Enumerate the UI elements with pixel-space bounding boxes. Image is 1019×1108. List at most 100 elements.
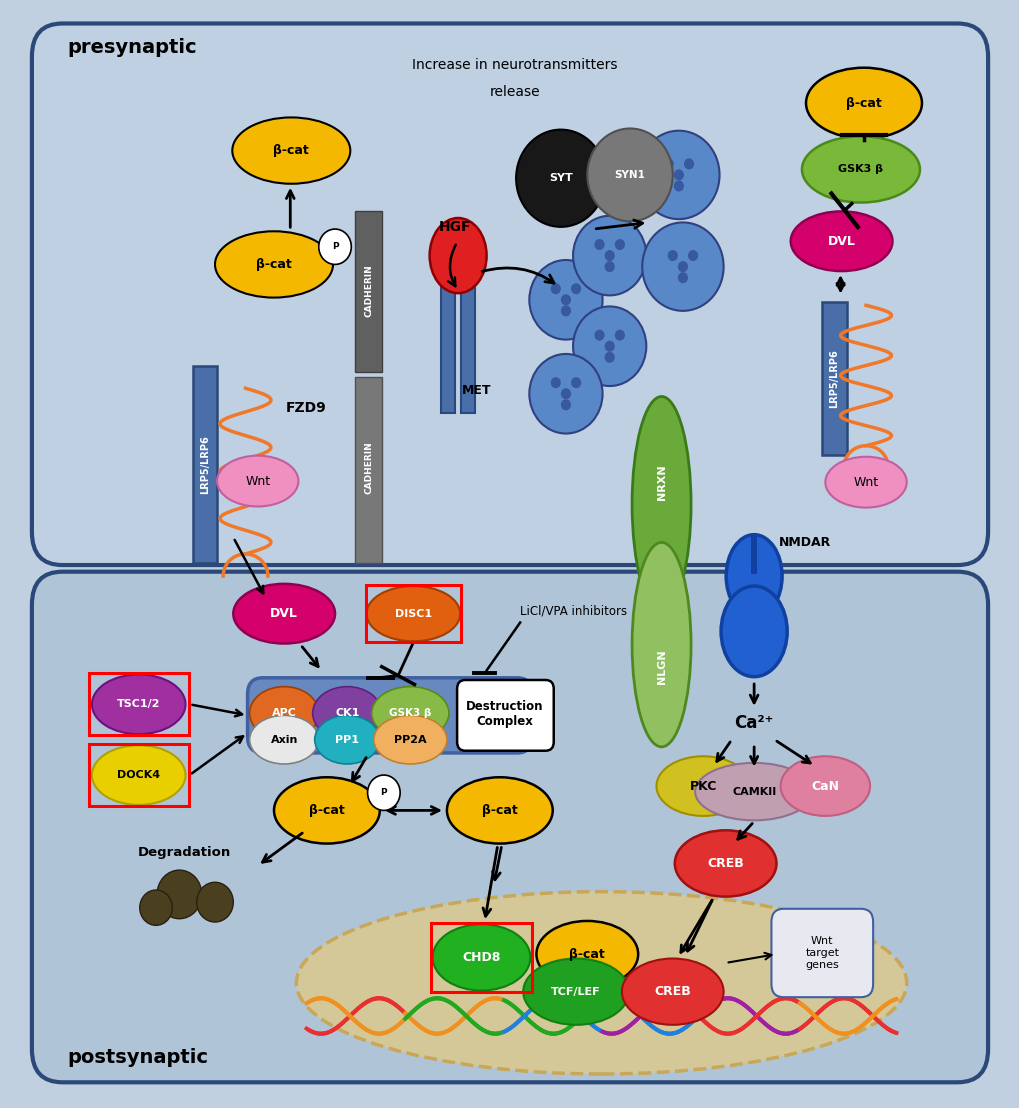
FancyBboxPatch shape <box>32 572 987 1083</box>
Circle shape <box>560 399 571 410</box>
Bar <box>355 212 381 371</box>
Ellipse shape <box>250 716 319 765</box>
Circle shape <box>638 131 718 219</box>
Text: β-cat: β-cat <box>309 804 344 817</box>
Circle shape <box>674 181 684 192</box>
Text: LRP5/LRP6: LRP5/LRP6 <box>200 435 210 494</box>
Text: CHD8: CHD8 <box>462 951 500 964</box>
Text: LiCl/VPA inhibitors: LiCl/VPA inhibitors <box>520 605 627 618</box>
Circle shape <box>642 223 722 311</box>
Text: DOCK4: DOCK4 <box>117 770 160 780</box>
Ellipse shape <box>523 958 629 1025</box>
Text: Degradation: Degradation <box>138 845 231 859</box>
Ellipse shape <box>675 830 775 896</box>
Bar <box>193 366 217 563</box>
Text: LRP5/LRP6: LRP5/LRP6 <box>828 349 839 408</box>
Ellipse shape <box>632 543 691 747</box>
Circle shape <box>140 890 172 925</box>
Text: Wnt: Wnt <box>245 474 270 488</box>
Circle shape <box>614 330 625 340</box>
Text: DVL: DVL <box>270 607 298 620</box>
Bar <box>461 278 475 412</box>
Circle shape <box>550 377 560 388</box>
Ellipse shape <box>315 716 379 765</box>
Circle shape <box>684 158 694 170</box>
Text: postsynaptic: postsynaptic <box>67 1048 208 1067</box>
Text: NMDAR: NMDAR <box>779 536 830 550</box>
Text: CADHERIN: CADHERIN <box>364 265 373 317</box>
Ellipse shape <box>695 763 812 820</box>
Text: DISC1: DISC1 <box>394 608 431 618</box>
Ellipse shape <box>656 757 749 815</box>
Circle shape <box>674 170 684 181</box>
Text: β-cat: β-cat <box>256 258 291 271</box>
Ellipse shape <box>536 921 638 987</box>
Ellipse shape <box>217 455 299 506</box>
Ellipse shape <box>429 218 486 294</box>
Circle shape <box>604 261 614 273</box>
Text: HGF: HGF <box>438 219 471 234</box>
Circle shape <box>587 129 673 222</box>
Circle shape <box>571 377 581 388</box>
Circle shape <box>571 284 581 295</box>
Ellipse shape <box>780 757 869 815</box>
Ellipse shape <box>622 958 722 1025</box>
Text: NLGN: NLGN <box>656 649 665 684</box>
Text: PKC: PKC <box>689 780 716 792</box>
FancyBboxPatch shape <box>770 909 872 997</box>
Circle shape <box>573 307 646 386</box>
Circle shape <box>678 261 688 273</box>
Ellipse shape <box>215 232 332 298</box>
Text: CREB: CREB <box>654 985 691 998</box>
Circle shape <box>604 250 614 261</box>
Ellipse shape <box>726 535 782 617</box>
Ellipse shape <box>824 456 906 507</box>
Text: DVL: DVL <box>826 235 855 248</box>
Bar <box>821 302 846 454</box>
Text: β-cat: β-cat <box>846 96 881 110</box>
Ellipse shape <box>371 687 448 740</box>
Ellipse shape <box>720 586 787 677</box>
FancyBboxPatch shape <box>32 23 987 565</box>
Text: TCF/LEF: TCF/LEF <box>550 986 600 997</box>
Text: CREB: CREB <box>706 856 743 870</box>
Text: Wnt
target
genes: Wnt target genes <box>804 936 839 970</box>
Text: FZD9: FZD9 <box>286 401 327 416</box>
Text: CaN: CaN <box>810 780 839 792</box>
Ellipse shape <box>801 136 919 203</box>
Text: β-cat: β-cat <box>482 804 518 817</box>
Circle shape <box>573 216 646 296</box>
Ellipse shape <box>805 68 921 138</box>
Text: SYN1: SYN1 <box>614 170 645 179</box>
Text: CADHERIN: CADHERIN <box>364 441 373 494</box>
Ellipse shape <box>432 924 530 991</box>
Text: NRXN: NRXN <box>656 464 665 500</box>
Ellipse shape <box>313 687 381 740</box>
Bar <box>750 535 756 574</box>
Ellipse shape <box>297 892 906 1074</box>
Text: Axin: Axin <box>270 735 298 745</box>
Ellipse shape <box>250 687 319 740</box>
Text: β-cat: β-cat <box>273 144 309 157</box>
Circle shape <box>319 229 351 265</box>
Text: APC: APC <box>271 708 297 718</box>
Bar <box>440 278 454 412</box>
Ellipse shape <box>92 746 185 804</box>
Circle shape <box>604 340 614 351</box>
Text: GSK3 β: GSK3 β <box>838 164 882 174</box>
Circle shape <box>594 239 604 250</box>
Text: GSK3 β: GSK3 β <box>388 708 431 718</box>
Text: TSC1/2: TSC1/2 <box>117 699 160 709</box>
Circle shape <box>594 330 604 340</box>
Circle shape <box>560 306 571 317</box>
Text: PP1: PP1 <box>335 735 359 745</box>
Circle shape <box>688 250 697 261</box>
Circle shape <box>516 130 605 227</box>
Ellipse shape <box>232 117 350 184</box>
Ellipse shape <box>373 716 446 765</box>
Ellipse shape <box>446 777 552 843</box>
Text: Destruction
Complex: Destruction Complex <box>466 700 543 728</box>
Circle shape <box>663 158 674 170</box>
Circle shape <box>529 260 602 339</box>
Ellipse shape <box>92 675 185 735</box>
